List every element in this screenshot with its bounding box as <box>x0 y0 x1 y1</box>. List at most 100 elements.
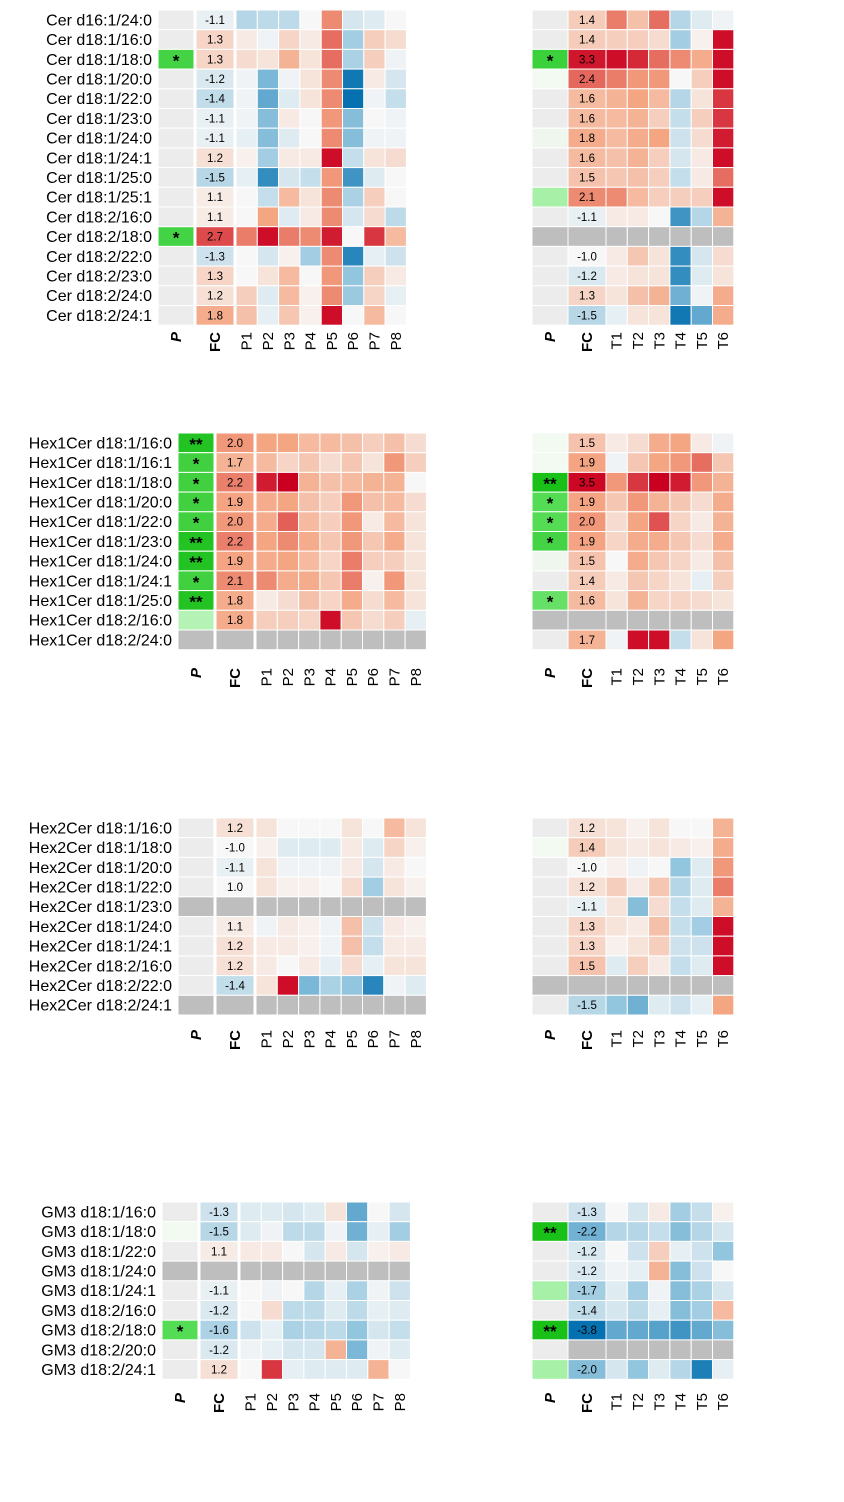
heat-cell <box>342 88 365 110</box>
heat-cell <box>320 29 344 50</box>
heat-cell <box>690 245 714 267</box>
heat-cell <box>303 1221 326 1242</box>
heat-cell <box>363 265 386 287</box>
heat-cell <box>278 88 301 110</box>
heat-cell <box>319 837 342 858</box>
heat-cell <box>346 1221 369 1242</box>
p-cell <box>531 550 569 572</box>
heat-cell <box>319 570 342 592</box>
significance-mark: * <box>173 229 180 248</box>
heat-cell <box>712 511 735 532</box>
p-cell <box>157 9 195 31</box>
heat-cell <box>363 48 386 70</box>
heat-cell <box>690 629 714 651</box>
column-label: P3 <box>301 1030 318 1048</box>
fc-value: -3.8 <box>577 1325 597 1337</box>
heat-cell <box>669 570 692 592</box>
heat-cell <box>367 1240 390 1262</box>
heat-cell <box>276 975 300 996</box>
heat-cell <box>340 531 364 552</box>
fc-value: 1.9 <box>227 556 243 568</box>
heat-cell <box>362 837 385 858</box>
p-cell <box>531 1339 569 1361</box>
row-label: Cer d16:1/24:0 <box>46 12 152 29</box>
heat-cell <box>712 590 735 611</box>
heat-cell <box>342 147 365 169</box>
heat-cell <box>388 1339 411 1361</box>
heat-cell <box>319 896 342 917</box>
p-cell <box>161 1339 199 1361</box>
heat-cell <box>342 226 365 247</box>
column-label: T1 <box>609 668 626 686</box>
heat-cell <box>648 511 671 532</box>
significance-mark: * <box>547 592 554 611</box>
heat-cell <box>363 9 386 31</box>
heat-cell <box>299 245 322 267</box>
heat-cell <box>384 127 407 149</box>
row-label: Hex1Cer d18:1/25:0 <box>29 593 172 610</box>
column-label: P8 <box>392 1393 409 1411</box>
heat-cell <box>319 817 342 839</box>
heat-cell <box>340 452 364 473</box>
fc-cell <box>215 629 255 651</box>
fc-value: 2.0 <box>579 517 595 529</box>
heat-cell <box>605 9 628 31</box>
heat-cell <box>388 1201 411 1223</box>
heat-cell <box>669 916 692 937</box>
column-label: P7 <box>386 1030 403 1048</box>
p-cell <box>157 147 195 169</box>
heat-cell <box>404 550 427 572</box>
heat-cell <box>669 186 692 208</box>
heat-cell <box>669 471 692 493</box>
p-cell <box>531 432 569 454</box>
heat-cell <box>690 916 714 937</box>
p-cell <box>177 837 215 858</box>
fc-value: 1.1 <box>207 212 223 224</box>
heat-cell <box>299 305 322 326</box>
heat-cell <box>690 837 714 858</box>
significance-mark: * <box>193 494 200 513</box>
row-label: GM3 d18:2/24:1 <box>41 1362 156 1379</box>
heat-cell <box>383 511 406 532</box>
heat-cell <box>383 491 406 513</box>
heat-cell <box>626 935 650 957</box>
heat-cell <box>340 955 364 977</box>
heat-cell <box>648 1240 671 1262</box>
heat-cell <box>690 1359 714 1380</box>
fc-value: 1.4 <box>579 576 596 588</box>
p-cell <box>531 837 569 858</box>
heat-cell <box>388 1359 411 1380</box>
significance-mark: * <box>193 455 200 474</box>
column-label: P4 <box>307 1393 324 1411</box>
column-label: P8 <box>408 1030 425 1048</box>
heat-cell <box>235 206 258 228</box>
heat-cell <box>319 550 342 572</box>
heat-cell <box>626 108 650 129</box>
fc-cell <box>215 994 255 1016</box>
row-label: Hex2Cer d18:2/24:1 <box>29 998 172 1015</box>
heat-cell <box>260 1280 284 1302</box>
heat-cell <box>282 1201 305 1223</box>
heat-cell <box>626 432 650 454</box>
heat-cell <box>712 1339 735 1361</box>
heat-cell <box>712 916 735 937</box>
heat-cell <box>712 955 735 977</box>
heat-cell <box>605 285 628 306</box>
heat-cell <box>648 29 671 50</box>
significance-mark: * <box>193 573 200 592</box>
heat-cell <box>342 206 365 228</box>
heat-cell <box>255 837 278 858</box>
heat-cell <box>690 1240 714 1262</box>
heat-cell <box>256 147 280 169</box>
heat-cell <box>340 629 364 651</box>
row-label: GM3 d18:2/16:0 <box>41 1303 156 1320</box>
fc-value: -2.2 <box>577 1227 597 1239</box>
heat-cell <box>256 127 280 149</box>
heat-cell <box>260 1339 284 1361</box>
heat-cell <box>404 531 427 552</box>
p-cell <box>531 817 569 839</box>
heat-cell <box>669 837 692 858</box>
heat-cell <box>256 206 280 228</box>
heat-cell <box>605 1280 628 1302</box>
heat-cell <box>383 452 406 473</box>
